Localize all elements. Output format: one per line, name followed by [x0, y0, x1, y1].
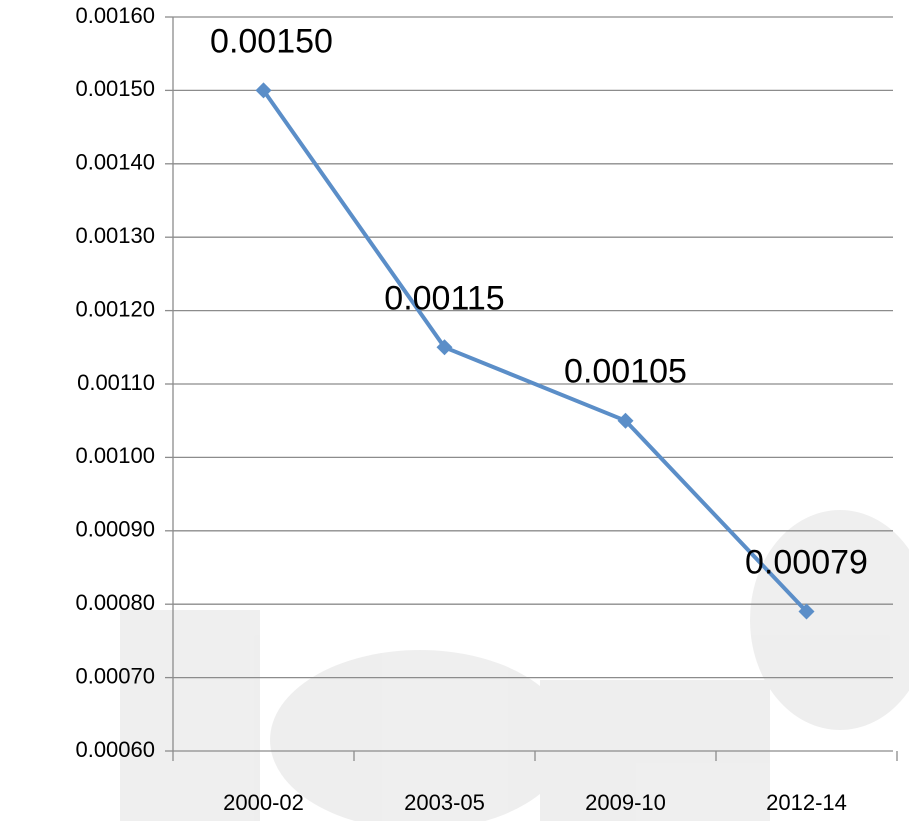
y-tick-label: 0.00110	[77, 370, 155, 395]
y-tick-label: 0.00080	[75, 590, 155, 615]
x-tick-label: 2009-10	[585, 790, 666, 815]
y-tick-label: 0.00130	[75, 223, 155, 248]
building	[120, 610, 260, 821]
tree	[270, 650, 570, 821]
y-tick-label: 0.00070	[75, 663, 155, 688]
x-tick-label: 2003-05	[404, 790, 485, 815]
tree	[750, 510, 909, 730]
y-tick-label: 0.00140	[75, 150, 155, 175]
y-tick-label: 0.00120	[75, 296, 155, 321]
y-tick-label: 0.00150	[75, 76, 155, 101]
y-tick-label: 0.00100	[75, 443, 155, 468]
x-tick-label: 2012-14	[766, 790, 847, 815]
data-label: 0.00079	[745, 544, 868, 582]
data-point	[617, 412, 634, 429]
y-tick-label: 0.00090	[75, 517, 155, 542]
data-label: 0.00150	[210, 22, 333, 60]
y-tick-label: 0.00160	[75, 3, 155, 28]
data-label: 0.00105	[564, 353, 687, 391]
x-tick-label: 2000-02	[223, 790, 304, 815]
data-point	[255, 82, 272, 99]
data-label: 0.00115	[384, 279, 504, 317]
y-tick-label: 0.00060	[75, 737, 155, 762]
series-line	[261, 89, 808, 613]
data-point	[436, 339, 453, 356]
data-point	[798, 603, 815, 620]
